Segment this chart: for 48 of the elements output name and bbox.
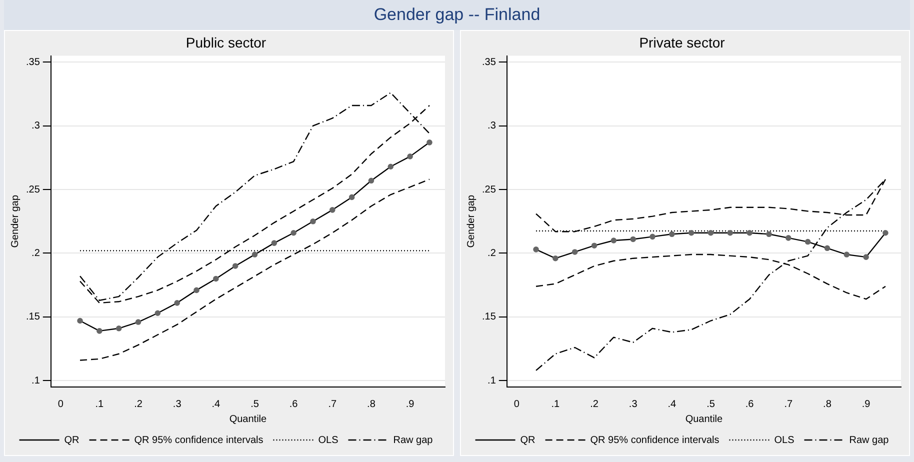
chart-title: Public sector xyxy=(186,34,266,50)
y-tick-label: .3 xyxy=(32,120,40,132)
x-tick-label: .5 xyxy=(706,398,716,410)
x-tick-label: .6 xyxy=(289,398,298,410)
legend-label: QR 95% confidence intervals xyxy=(590,434,720,446)
x-tick-label: 0 xyxy=(514,398,520,410)
x-tick-label: .4 xyxy=(668,398,677,410)
text: Gender gap -- Finland xyxy=(374,5,540,24)
y-tick-label: .15 xyxy=(482,312,496,323)
x-tick-label: .8 xyxy=(367,398,376,410)
x-tick-label: .4 xyxy=(212,398,221,410)
x-tick-label: .7 xyxy=(328,398,338,410)
legend-label: OLS xyxy=(774,434,795,446)
y-tick-label: .35 xyxy=(26,56,40,68)
y-tick-label: .3 xyxy=(488,120,496,132)
legend-label: Raw gap xyxy=(849,434,890,446)
x-tick-label: .2 xyxy=(590,398,599,410)
y-axis-title: Gender gap xyxy=(10,194,21,248)
x-tick-label: .7 xyxy=(784,398,794,410)
x-axis-title: Quantile xyxy=(229,414,268,425)
y-axis-title: Gender gap xyxy=(466,194,477,248)
y-tick-label: .1 xyxy=(488,375,496,386)
chart-title: Private sector xyxy=(639,34,726,50)
legend-label: QR xyxy=(64,434,80,446)
x-tick-label: .1 xyxy=(95,398,104,410)
x-tick-label: .3 xyxy=(628,398,638,410)
y-tick-label: .2 xyxy=(488,248,496,259)
x-axis-title: Quantile xyxy=(685,414,724,425)
x-tick-label: 0 xyxy=(58,398,64,410)
x-tick-label: .3 xyxy=(172,398,182,410)
x-tick-label: .2 xyxy=(134,398,143,410)
legend-label: Raw gap xyxy=(393,434,434,446)
legend-label: QR xyxy=(520,434,536,446)
y-tick-label: .15 xyxy=(26,312,40,323)
x-tick-label: .5 xyxy=(250,398,260,410)
x-tick-label: .9 xyxy=(406,398,415,410)
y-tick-label: .1 xyxy=(32,375,40,386)
x-tick-label: .9 xyxy=(862,398,871,410)
y-tick-label: .25 xyxy=(482,184,496,196)
y-tick-label: .2 xyxy=(32,248,40,259)
legend-label: OLS xyxy=(318,434,339,446)
x-tick-label: .1 xyxy=(551,398,560,410)
y-tick-label: .35 xyxy=(482,56,496,68)
legend-label: QR 95% confidence intervals xyxy=(134,434,264,446)
x-tick-label: .6 xyxy=(745,398,754,410)
x-tick-label: .8 xyxy=(823,398,832,410)
line-series xyxy=(79,178,430,361)
y-tick-label: .25 xyxy=(26,184,40,196)
